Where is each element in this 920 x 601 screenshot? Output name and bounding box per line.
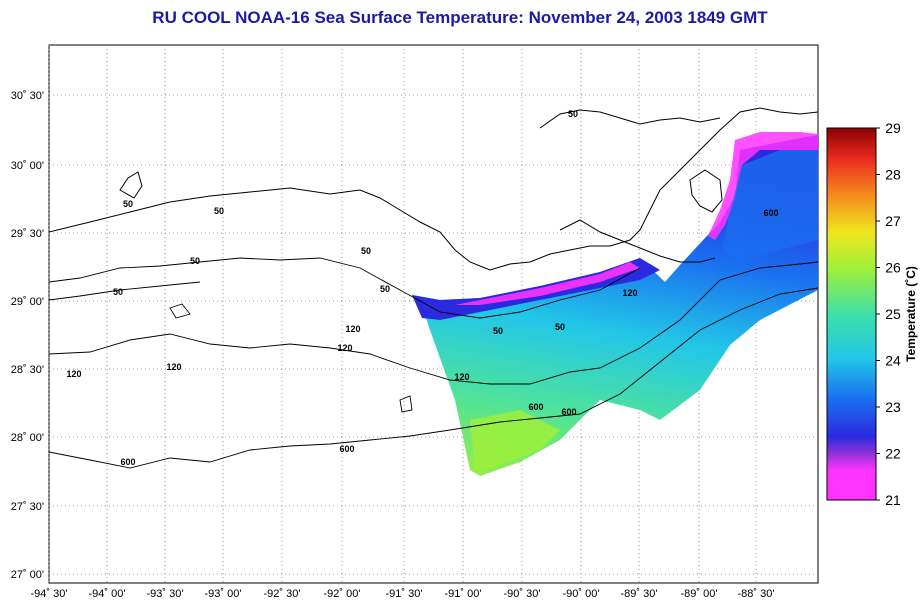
lon-label: -92˚ 30' xyxy=(264,588,301,600)
contour-label: 50 xyxy=(568,109,578,119)
contour-label: 120 xyxy=(66,369,81,379)
colorbar-label: Temperature (˚C) xyxy=(904,266,918,362)
lon-label: -91˚ 00' xyxy=(445,588,482,600)
sst-swath xyxy=(412,132,818,476)
lat-label: 28˚ 30' xyxy=(11,364,44,376)
contour-label: 600 xyxy=(561,407,576,417)
lat-label: 29˚ 30' xyxy=(11,228,44,240)
coastline xyxy=(49,107,818,271)
lat-label: 30˚ 30' xyxy=(11,90,44,102)
contour-label: 120 xyxy=(454,372,469,382)
colorbar-tick-label: 27 xyxy=(885,213,901,229)
contour-label: 50 xyxy=(493,326,503,336)
contour-label: 50 xyxy=(555,322,565,332)
contour-label: 600 xyxy=(339,444,354,454)
contour-label: 600 xyxy=(120,457,135,467)
lat-label: 28˚ 00' xyxy=(11,432,44,444)
lon-label: -88˚ 30' xyxy=(738,588,775,600)
lon-label: -93˚ 00' xyxy=(205,588,242,600)
contour-label: 120 xyxy=(622,288,637,298)
contour-label: 50 xyxy=(190,256,200,266)
colorbar xyxy=(826,127,877,501)
colorbar-tick-label: 22 xyxy=(885,446,901,462)
contour-label: 120 xyxy=(345,324,360,334)
colorbar-tick-label: 23 xyxy=(885,399,901,415)
colorbar-tick-label: 24 xyxy=(885,353,901,369)
lon-label: -92˚ 00' xyxy=(324,588,361,600)
lon-label: -89˚ 30' xyxy=(621,588,658,600)
lat-label: 27˚ 30' xyxy=(11,501,44,513)
lon-label: -90˚ 00' xyxy=(563,588,600,600)
colorbar-tick-label: 25 xyxy=(885,306,901,322)
lon-label: -93˚ 30' xyxy=(147,588,184,600)
contour-label: 50 xyxy=(380,284,390,294)
contour-label: 50 xyxy=(113,287,123,297)
colorbar-tick-label: 28 xyxy=(885,167,901,183)
lon-label: -90˚ 30' xyxy=(504,588,541,600)
lat-label: 30˚ 00' xyxy=(11,160,44,172)
contour-label: 600 xyxy=(528,402,543,412)
graticule xyxy=(48,45,818,583)
lat-label: 29˚ 00' xyxy=(11,296,44,308)
colorbar-tick-label: 26 xyxy=(885,260,901,276)
lat-label: 27˚ 00' xyxy=(11,569,44,581)
lon-label: -94˚ 00' xyxy=(89,588,126,600)
contour-label: 50 xyxy=(361,246,371,256)
bathymetry-contours xyxy=(49,257,818,469)
lon-label: -89˚ 00' xyxy=(681,588,718,600)
lon-label: -94˚ 30' xyxy=(31,588,68,600)
contour-label: 600 xyxy=(763,208,778,218)
contour-label: 120 xyxy=(337,343,352,353)
contour-label: 120 xyxy=(166,362,181,372)
lon-label: -91˚ 30' xyxy=(386,588,423,600)
map-title: RU COOL NOAA-16 Sea Surface Temperature:… xyxy=(152,8,768,27)
contour-label: 50 xyxy=(214,206,224,216)
colorbar-tick-label: 29 xyxy=(885,120,901,136)
colorbar-tick-label: 21 xyxy=(885,492,901,508)
contour-label: 50 xyxy=(123,199,133,209)
